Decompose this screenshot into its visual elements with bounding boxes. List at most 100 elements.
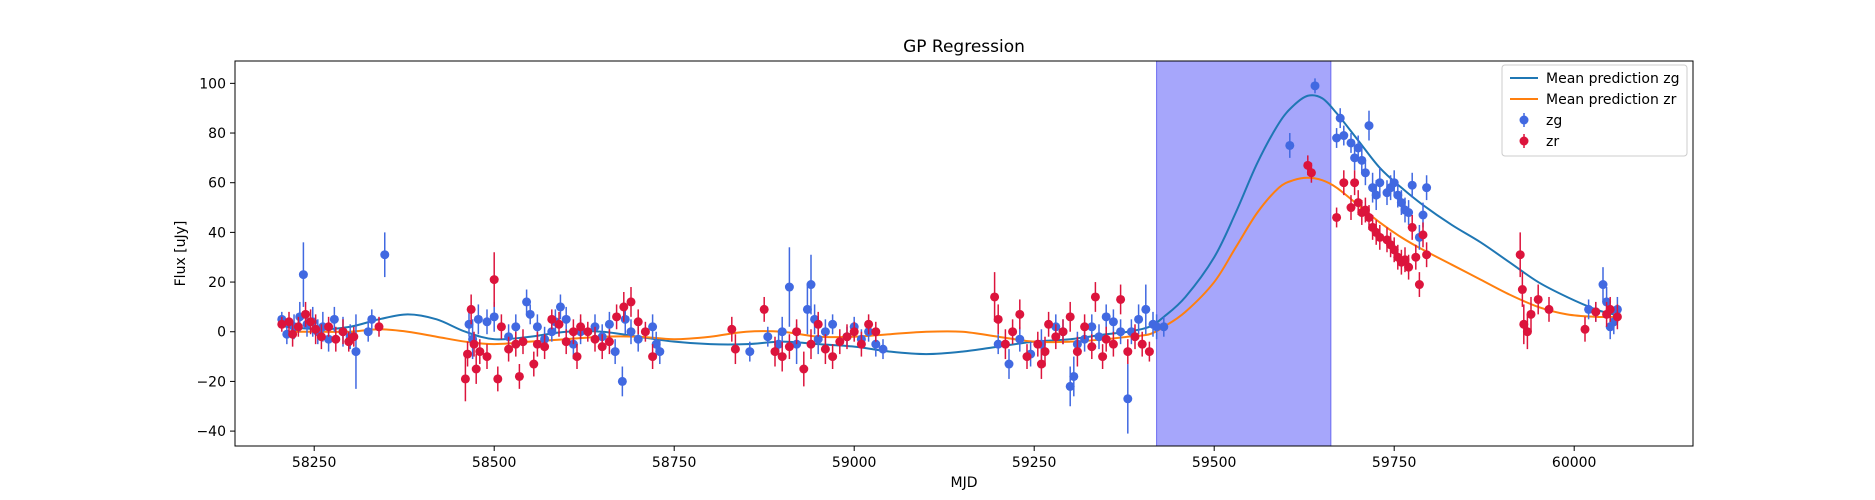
data-point-zr	[1411, 244, 1421, 270]
marker-zg	[806, 280, 816, 290]
data-point-zr	[784, 334, 794, 360]
marker-zr	[806, 339, 816, 349]
legend-label-mean-zr: Mean prediction zr	[1546, 92, 1677, 108]
marker-zr	[1526, 309, 1536, 319]
marker-zg	[1339, 131, 1349, 141]
legend-dot	[1519, 136, 1529, 146]
marker-zr	[633, 317, 643, 327]
data-point-zg	[367, 309, 377, 330]
data-point-zr	[1332, 207, 1342, 228]
marker-zg	[802, 304, 812, 314]
data-point-zr	[311, 314, 321, 345]
data-point-zr	[1101, 326, 1111, 352]
legend-marker-zg	[1519, 113, 1529, 127]
data-point-zr	[1015, 299, 1025, 330]
marker-zr	[626, 297, 636, 307]
marker-zg	[604, 319, 614, 329]
data-point-zg	[1065, 366, 1075, 407]
marker-zg	[633, 334, 643, 344]
data-point-zr	[1130, 324, 1140, 350]
data-point-zr	[1544, 296, 1554, 322]
chart-title: GP Regression	[903, 37, 1025, 57]
marker-zg	[745, 347, 755, 357]
marker-zg	[610, 347, 620, 357]
data-point-zg	[525, 304, 535, 325]
marker-zr	[1350, 178, 1360, 188]
marker-zr	[1360, 205, 1370, 215]
data-point-zr	[518, 329, 528, 355]
marker-zr	[1098, 352, 1108, 362]
marker-zr	[1051, 332, 1061, 342]
data-point-zr	[475, 339, 485, 365]
data-point-zg	[1364, 110, 1374, 141]
marker-zg	[473, 314, 483, 324]
marker-zr	[1364, 212, 1374, 222]
marker-zg	[651, 339, 661, 349]
data-point-zg	[1116, 319, 1126, 345]
data-point-zr	[1040, 336, 1050, 367]
data-point-zg	[655, 339, 665, 365]
data-point-zg	[1335, 108, 1345, 129]
marker-zg	[1393, 190, 1403, 200]
marker-zr	[770, 347, 780, 357]
data-point-zg	[561, 306, 571, 332]
marker-zr	[871, 327, 881, 337]
data-point-zg	[473, 304, 483, 335]
marker-zg	[871, 339, 881, 349]
marker-zr	[1137, 339, 1147, 349]
marker-zr	[849, 327, 859, 337]
data-point-zr	[469, 331, 479, 357]
data-point-zr	[856, 331, 866, 357]
marker-zr	[1101, 334, 1111, 344]
marker-zr	[1515, 250, 1525, 260]
data-point-zr	[612, 304, 622, 330]
data-point-zg	[993, 334, 1003, 355]
data-point-zg	[1159, 316, 1169, 337]
data-point-zg	[1123, 364, 1133, 434]
data-point-zr	[619, 292, 629, 322]
marker-zr	[648, 352, 658, 362]
marker-zg	[1360, 168, 1370, 178]
marker-zg	[1123, 394, 1133, 404]
marker-zr	[828, 352, 838, 362]
x-tick-label: 59500	[1192, 455, 1237, 471]
marker-zg	[1332, 133, 1342, 143]
data-point-zg	[1332, 128, 1342, 148]
marker-zg	[1584, 304, 1594, 314]
marker-zr	[799, 364, 809, 374]
marker-zr	[1015, 309, 1025, 319]
data-point-zg	[828, 314, 838, 335]
marker-zg	[1310, 81, 1320, 91]
marker-zr	[529, 359, 539, 369]
data-point-zr	[648, 344, 658, 369]
points-layer	[277, 78, 1622, 434]
data-point-zr	[493, 366, 503, 392]
marker-zg	[777, 327, 787, 337]
marker-zr	[1404, 262, 1414, 272]
marker-zr	[482, 352, 492, 362]
data-point-zr	[532, 331, 542, 357]
data-point-zg	[1108, 309, 1118, 335]
data-point-zr	[496, 314, 506, 340]
data-point-zg	[1069, 356, 1079, 397]
data-point-zr	[633, 309, 643, 335]
data-point-zr	[770, 336, 780, 367]
data-point-zr	[990, 272, 1000, 322]
plot-frame	[234, 60, 1694, 447]
marker-zr	[842, 332, 852, 342]
marker-zr	[349, 332, 359, 342]
data-point-zr	[1087, 334, 1097, 360]
data-point-zr	[820, 334, 830, 365]
data-point-zg	[626, 319, 636, 345]
data-point-zr	[1022, 344, 1032, 369]
data-point-zg	[1357, 147, 1367, 173]
y-tick-label: 0	[217, 325, 226, 341]
data-point-zr	[561, 329, 571, 355]
data-point-zg	[1285, 133, 1295, 158]
data-point-zg	[1353, 135, 1363, 161]
marker-zr	[1517, 285, 1527, 295]
x-tick-label: 59250	[1012, 455, 1057, 471]
data-point-zg	[784, 247, 794, 327]
marker-zg	[380, 250, 390, 260]
data-point-zg	[1598, 267, 1608, 302]
